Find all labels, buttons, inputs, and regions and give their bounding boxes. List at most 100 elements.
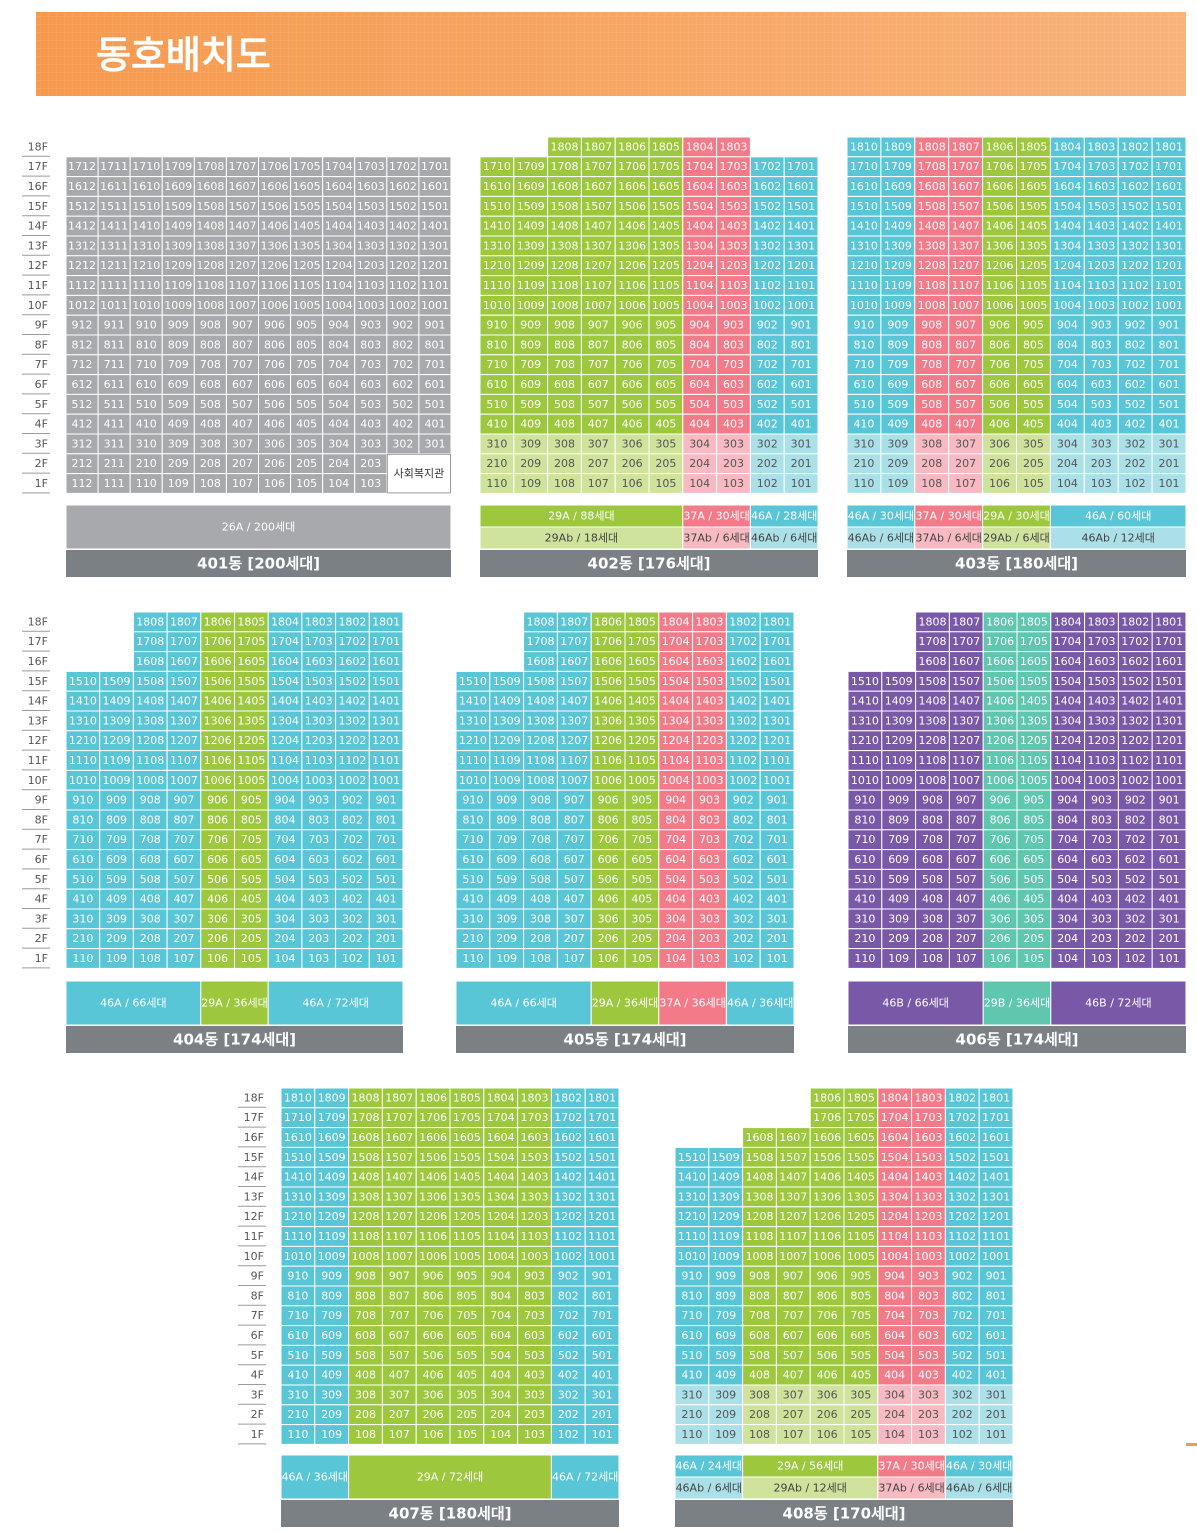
- unit-number: 504: [689, 398, 710, 411]
- unit-number: 1311: [100, 239, 128, 252]
- unit-number: 907: [564, 794, 585, 807]
- unit-number: 1006: [813, 1250, 841, 1263]
- unit-number: 701: [376, 833, 397, 846]
- unit-number: 508: [530, 873, 551, 886]
- unit-number: 310: [72, 912, 93, 925]
- unit-number: 1602: [389, 180, 417, 193]
- unit-number: 609: [887, 378, 908, 391]
- type-label: 37Ab / 6세대: [915, 532, 981, 545]
- unit-number: 1003: [720, 299, 748, 312]
- unit-number: 210: [853, 457, 874, 470]
- unit-number: 505: [296, 398, 317, 411]
- unit-number: 1808: [919, 615, 947, 628]
- unit-number: 1405: [453, 1171, 481, 1184]
- unit-number: 801: [791, 338, 812, 351]
- unit-number: 707: [232, 358, 253, 371]
- unit-number: 210: [854, 932, 875, 945]
- unit-number: 702: [757, 358, 778, 371]
- unit-number: 1507: [228, 200, 256, 213]
- unit-number: 310: [681, 1388, 702, 1401]
- unit-number: 1305: [1020, 714, 1048, 727]
- unit-number: 1103: [1088, 754, 1116, 767]
- unit-number: 503: [918, 1349, 939, 1362]
- unit-number: 1804: [487, 1091, 515, 1104]
- unit-number: 1509: [884, 200, 912, 213]
- unit-number: 909: [520, 319, 541, 332]
- unit-number: 403: [1091, 893, 1112, 906]
- unit-number: 803: [1091, 813, 1112, 826]
- unit-number: 110: [854, 952, 875, 965]
- unit-number: 1302: [338, 714, 366, 727]
- unit-number: 301: [424, 437, 445, 450]
- unit-number: 408: [530, 893, 551, 906]
- unit-number: 205: [456, 1408, 477, 1421]
- unit-number: 803: [918, 1289, 939, 1302]
- unit-number: 1004: [271, 774, 299, 787]
- unit-number: 605: [1023, 378, 1044, 391]
- unit-number: 1504: [487, 1151, 515, 1164]
- unit-number: 906: [423, 1270, 444, 1283]
- unit-number: 1604: [487, 1131, 515, 1144]
- unit-number: 1708: [136, 635, 164, 648]
- unit-number: 508: [355, 1349, 376, 1362]
- unit-number: 309: [888, 912, 909, 925]
- unit-number: 1405: [628, 695, 656, 708]
- unit-number: 1607: [779, 1131, 807, 1144]
- unit-number: 610: [853, 378, 874, 391]
- unit-number: 1106: [261, 279, 289, 292]
- unit-number: 206: [423, 1408, 444, 1421]
- unit-number: 1807: [385, 1091, 413, 1104]
- unit-number: 506: [990, 873, 1011, 886]
- unit-number: 1807: [952, 615, 980, 628]
- unit-number: 904: [275, 794, 296, 807]
- unit-number: 901: [376, 794, 397, 807]
- unit-number: 307: [389, 1388, 410, 1401]
- unit-number: 1203: [915, 1210, 943, 1223]
- unit-number: 109: [321, 1428, 342, 1441]
- unit-number: 703: [1091, 833, 1112, 846]
- unit-number: 603: [918, 1329, 939, 1342]
- unit-number: 405: [1023, 893, 1044, 906]
- unit-number: 408: [921, 418, 942, 431]
- unit-number: 304: [328, 437, 349, 450]
- unit-number: 1507: [584, 200, 612, 213]
- unit-number: 106: [598, 952, 619, 965]
- unit-number: 510: [136, 398, 157, 411]
- floor-label: 4F: [35, 893, 48, 906]
- unit-number: 605: [241, 853, 262, 866]
- unit-number: 1709: [164, 160, 192, 173]
- unit-number: 1309: [884, 239, 912, 252]
- unit-number: 1203: [1088, 734, 1116, 747]
- unit-number: 905: [655, 319, 676, 332]
- unit-number: 1408: [918, 220, 946, 233]
- unit-number: 910: [853, 319, 874, 332]
- unit-number: 1703: [696, 635, 724, 648]
- unit-number: 1611: [100, 180, 128, 193]
- unit-number: 207: [389, 1408, 410, 1421]
- unit-number: 1306: [813, 1190, 841, 1203]
- unit-number: 204: [1057, 457, 1078, 470]
- unit-number: 1208: [551, 259, 579, 272]
- page-title: 동호배치도: [96, 33, 271, 77]
- unit-number: 510: [72, 873, 93, 886]
- unit-number: 702: [733, 833, 754, 846]
- unit-number: 1807: [952, 140, 980, 153]
- unit-number: 803: [524, 1289, 545, 1302]
- unit-number: 1408: [919, 695, 947, 708]
- unit-number: 709: [168, 358, 189, 371]
- unit-number: 1403: [305, 695, 333, 708]
- unit-number: 1108: [919, 754, 947, 767]
- unit-number: 708: [554, 358, 575, 371]
- unit-number: 1001: [588, 1250, 616, 1263]
- unit-number: 501: [424, 398, 445, 411]
- unit-number: 1001: [787, 299, 815, 312]
- unit-number: 705: [456, 1309, 477, 1322]
- unit-number: 1306: [261, 239, 289, 252]
- unit-number: 702: [342, 833, 363, 846]
- type-label: 29A / 56세대: [777, 1460, 843, 1473]
- unit-number: 704: [689, 358, 710, 371]
- unit-number: 1711: [100, 160, 128, 173]
- unit-number: 1203: [521, 1210, 549, 1223]
- unit-number: 207: [564, 932, 585, 945]
- unit-number: 402: [1125, 893, 1146, 906]
